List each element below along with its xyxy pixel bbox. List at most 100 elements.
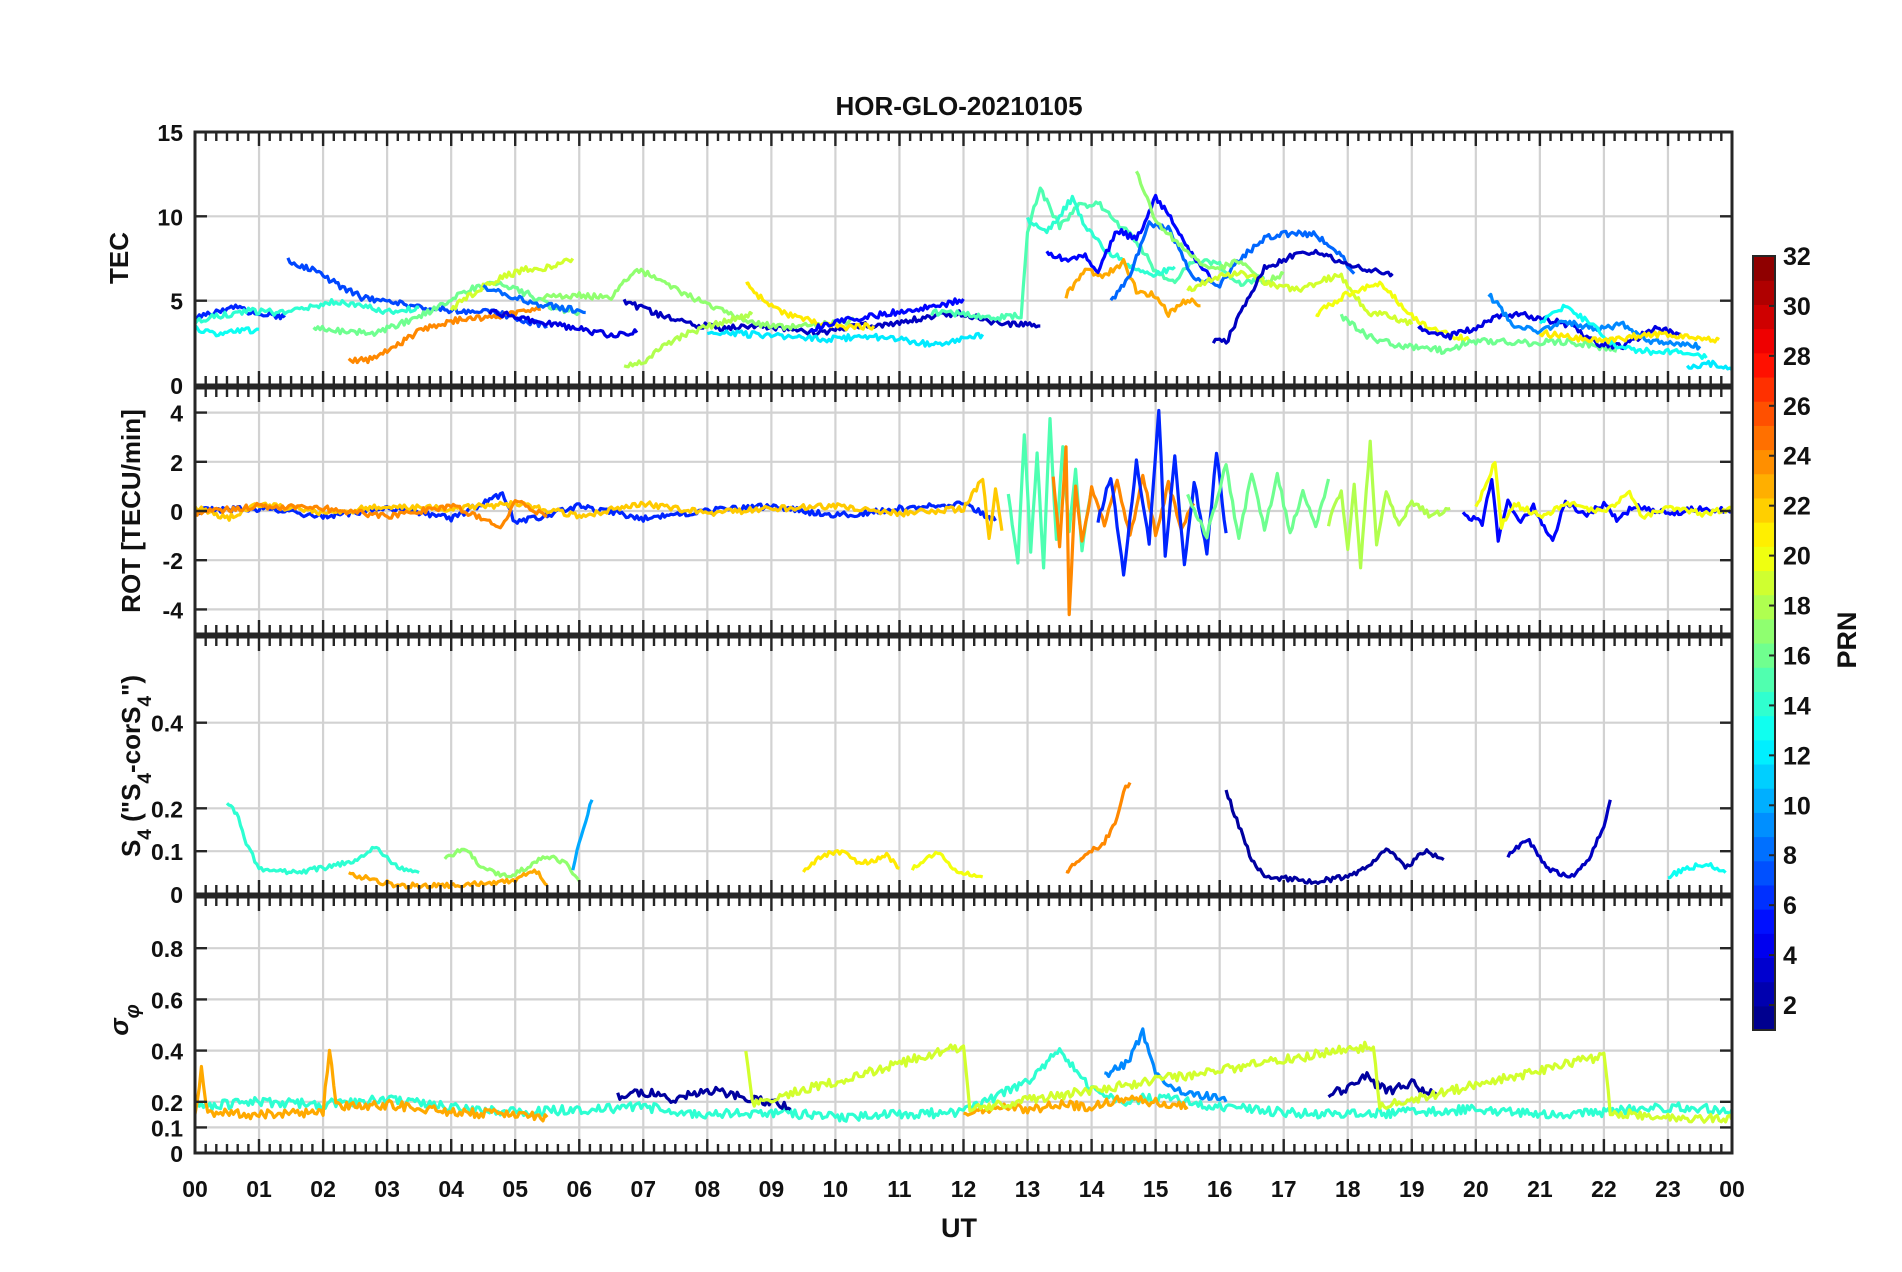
- colorbar-tick-label: 10: [1783, 792, 1811, 820]
- sigma_phi-series-prn-19: [744, 1040, 1732, 1124]
- tec-ytick-label: 0: [170, 373, 183, 399]
- tec-series-prn-19: [1186, 269, 1414, 327]
- x-tick-label: 10: [823, 1176, 849, 1202]
- colorbar-cell: [1753, 933, 1775, 959]
- sigma_phi-y-ticks: [195, 947, 1732, 1155]
- tec-series-prn-18: [623, 310, 754, 369]
- sigma_phi-series-prn-23: [195, 1048, 549, 1123]
- x-tick-label: 03: [374, 1176, 400, 1202]
- s4-ytick-label: 0.1: [151, 839, 183, 865]
- tec-series-prn-14: [1026, 194, 1176, 278]
- tec-series-prn-9: [1487, 292, 1702, 351]
- tec-series-prn-21: [745, 281, 876, 332]
- colorbar-cell: [1753, 497, 1775, 523]
- x-tick-label: 06: [566, 1176, 592, 1202]
- s4-series-prn-10: [571, 799, 594, 871]
- s4-series-prn-3: [1506, 799, 1612, 879]
- rot-ytick-label: 4: [170, 401, 183, 427]
- colorbar-tick-label: 26: [1783, 393, 1811, 421]
- x-tick-label: 01: [246, 1176, 272, 1202]
- colorbar-tick-label: 18: [1783, 593, 1811, 621]
- tec-series-prn-12: [1685, 359, 1732, 372]
- rot-series-prn-24: [195, 499, 548, 530]
- colorbar-cell: [1753, 473, 1775, 499]
- rot-panel: -4 -2 0 2 4 ROT [TECU/min]: [116, 386, 1734, 636]
- tec-series-prn-16: [1339, 313, 1618, 355]
- colorbar-cell: [1753, 836, 1775, 862]
- x-tick-label: 22: [1591, 1176, 1617, 1202]
- rot-series-group: [195, 408, 1732, 617]
- tec-series-prn-17: [540, 267, 856, 331]
- colorbar-label: PRN: [1832, 611, 1862, 668]
- s4-series-prn-14: [225, 802, 420, 876]
- tec-panel: 0 5 10 15 TEC: [104, 120, 1734, 399]
- x-axis-label: UT: [941, 1213, 977, 1243]
- colorbar-cell: [1753, 280, 1775, 305]
- sigma_phi-series-prn-9: [1104, 1027, 1228, 1103]
- s4-ytick-label: 0: [170, 882, 183, 908]
- tec-series-prn-15: [930, 186, 1266, 322]
- colorbar-cell: [1753, 981, 1775, 1007]
- rot-series-prn-20: [1474, 461, 1732, 530]
- colorbar-tick-label: 30: [1783, 293, 1811, 321]
- colorbar-cell: [1753, 328, 1775, 354]
- colorbar-tick-label: 22: [1783, 493, 1811, 521]
- tec-series-prn-8: [1109, 220, 1356, 302]
- x-tick-label: 13: [1015, 1176, 1041, 1202]
- colorbar-tick-label: 24: [1783, 443, 1811, 471]
- sigma_phi-series-prn-2: [1327, 1071, 1439, 1099]
- tec-ytick-label: 10: [157, 204, 183, 230]
- colorbar-cell: [1753, 715, 1775, 741]
- x-tick-label: 17: [1271, 1176, 1297, 1202]
- sigma_phi-x-ticks: [193, 897, 1734, 1153]
- x-tick-label: 04: [438, 1176, 464, 1202]
- x-tick-label: 09: [759, 1176, 785, 1202]
- tec-series-prn-8: [482, 284, 586, 315]
- colorbar-cell: [1753, 546, 1775, 572]
- rot-ytick-label: 0: [170, 499, 183, 525]
- x-tick-label: 02: [310, 1176, 336, 1202]
- tec-series-prn-23: [1064, 258, 1201, 318]
- s4-panel: 0 0.1 0.2 0.4S4 ("S4-corS4"): [116, 635, 1734, 908]
- s4-ytick-label: 0.4: [151, 711, 183, 737]
- colorbar-tick-label: 12: [1783, 742, 1811, 770]
- rot-series-prn-16: [1186, 463, 1331, 540]
- colorbar-cell: [1753, 957, 1775, 983]
- tec-series-group: [195, 170, 1732, 372]
- s4-ylabel: S4 ("S4-corS4"): [116, 675, 156, 857]
- x-tick-label: 11: [887, 1176, 912, 1202]
- s4-ytick-label: 0.2: [151, 796, 183, 822]
- s4-series-prn-17: [443, 847, 581, 883]
- x-tick-label: 23: [1655, 1176, 1681, 1202]
- sigma_phi-series-group: [195, 1027, 1732, 1124]
- tec-series-prn-20: [1315, 280, 1471, 344]
- s4-x-ticks: [193, 637, 1734, 894]
- colorbar-cell: [1753, 256, 1775, 281]
- colorbar-cell: [1753, 691, 1775, 717]
- sigma_phi-ytick-label: 0.1: [151, 1115, 183, 1141]
- x-tick-label: 19: [1399, 1176, 1425, 1202]
- rot-ytick-label: 2: [170, 450, 183, 476]
- tec-series-prn-13: [195, 324, 260, 338]
- colorbar-cell: [1753, 401, 1775, 426]
- colorbar-cell: [1753, 643, 1775, 668]
- s4-series-prn-20: [910, 850, 984, 879]
- colorbar-cell: [1753, 667, 1775, 692]
- x-tick-label: 00: [1719, 1176, 1745, 1202]
- colorbar-cell: [1753, 884, 1775, 910]
- x-tick-label: 00: [182, 1176, 208, 1202]
- colorbar-cell: [1753, 1005, 1775, 1031]
- tec-series-prn-4: [488, 308, 639, 339]
- colorbar-cell: [1753, 425, 1775, 451]
- colorbar-frame: [1752, 255, 1776, 1031]
- colorbar-cell: [1753, 570, 1775, 596]
- s4-series-prn-2: [1224, 789, 1445, 885]
- tec-series-prn-13: [1538, 303, 1708, 360]
- colorbar-tick-label: 4: [1783, 942, 1797, 970]
- tec-series-prn-14: [195, 298, 420, 325]
- colorbar-cell: [1753, 352, 1775, 378]
- sigma_phi-series-prn-23: [963, 1094, 1189, 1117]
- colorbar-tick-label: 8: [1783, 842, 1797, 870]
